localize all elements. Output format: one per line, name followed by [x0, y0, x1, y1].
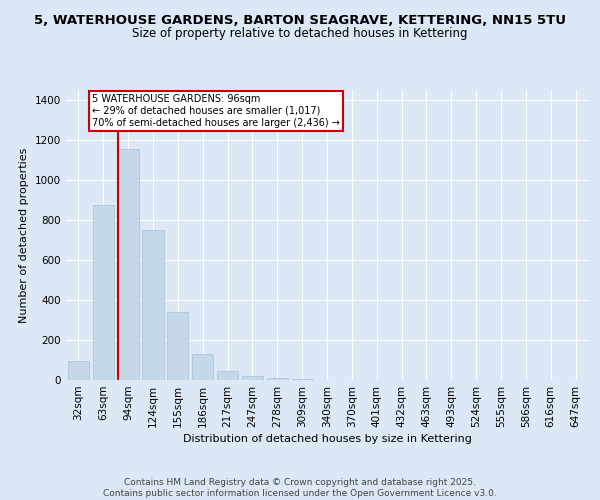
Text: 5 WATERHOUSE GARDENS: 96sqm
← 29% of detached houses are smaller (1,017)
70% of : 5 WATERHOUSE GARDENS: 96sqm ← 29% of det… — [92, 94, 340, 128]
Text: 5, WATERHOUSE GARDENS, BARTON SEAGRAVE, KETTERING, NN15 5TU: 5, WATERHOUSE GARDENS, BARTON SEAGRAVE, … — [34, 14, 566, 27]
Bar — [167, 312, 188, 380]
Bar — [217, 371, 238, 380]
Bar — [292, 379, 313, 380]
Bar — [68, 360, 89, 380]
Bar — [142, 230, 164, 380]
Text: Contains HM Land Registry data © Crown copyright and database right 2025.
Contai: Contains HM Land Registry data © Crown c… — [103, 478, 497, 498]
Bar — [267, 378, 288, 380]
Text: Size of property relative to detached houses in Kettering: Size of property relative to detached ho… — [132, 28, 468, 40]
Bar — [118, 148, 139, 380]
Bar — [93, 206, 114, 380]
Y-axis label: Number of detached properties: Number of detached properties — [19, 148, 29, 322]
Bar — [242, 376, 263, 380]
X-axis label: Distribution of detached houses by size in Kettering: Distribution of detached houses by size … — [182, 434, 472, 444]
Bar — [192, 354, 213, 380]
